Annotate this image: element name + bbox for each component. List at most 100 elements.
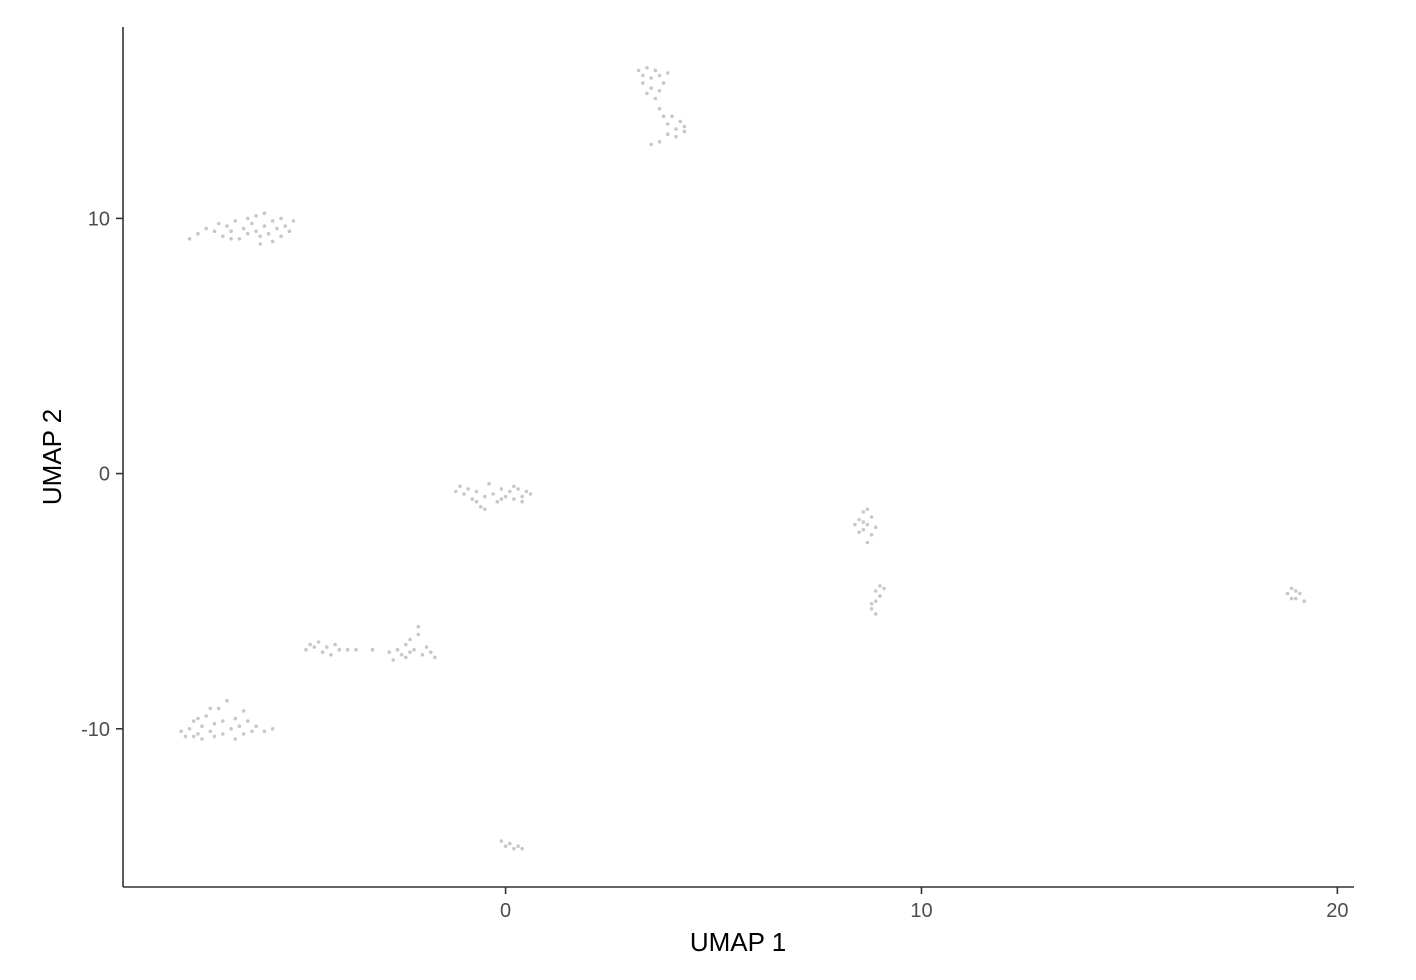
data-point [458,484,462,489]
data-point [453,489,458,494]
data-point [246,216,250,221]
data-point [283,224,288,228]
x-tick-label: 10 [910,900,932,922]
data-point [666,71,670,75]
data-point [187,727,192,731]
data-point [503,844,508,848]
data-point [433,655,437,660]
data-point [404,655,408,660]
data-point [474,499,479,504]
data-point [873,589,878,593]
data-point [1302,599,1306,603]
data-point [229,727,233,731]
data-point [869,533,874,537]
data-point [241,226,246,231]
data-point [354,647,358,652]
data-point [503,494,508,499]
data-point [869,607,874,611]
data-point [304,647,308,652]
data-point [191,719,196,723]
data-point [316,640,321,644]
data-point [653,68,658,73]
data-point [216,221,221,226]
data-point [682,129,687,134]
data-point [416,624,421,629]
data-point [678,119,683,124]
data-point [520,499,524,504]
data-point [645,91,649,96]
data-point [221,719,225,723]
data-point [641,73,645,78]
data-point [229,229,233,233]
data-point [333,642,337,647]
data-point [408,637,412,642]
data-point [429,650,433,654]
data-point [196,716,200,721]
data-point [499,487,504,491]
data-point [237,237,242,241]
data-point [399,653,404,657]
data-point [320,650,325,654]
data-point [682,124,687,129]
data-point [865,507,870,512]
data-point [512,497,516,501]
data-point [1289,596,1294,601]
data-point [196,732,200,736]
data-point [873,612,878,616]
data-point [416,632,421,637]
data-point [520,846,524,851]
data-point [337,647,342,652]
data-point [254,214,258,218]
data-point [674,134,678,139]
data-point [653,96,658,101]
data-point [524,489,529,494]
data-point [499,839,504,843]
y-tick-label: 0 [99,464,110,486]
data-point [250,221,254,226]
data-point [254,724,258,728]
data-point [491,492,495,496]
data-point [466,487,471,491]
data-point [412,647,416,652]
data-point [520,494,524,499]
data-point [395,647,400,652]
data-point [499,497,504,501]
data-point [270,727,275,731]
data-point [495,499,500,504]
data-point [424,645,429,649]
data-point [869,515,874,519]
scatter-points [179,66,1306,851]
data-point [661,81,666,85]
data-point [250,729,254,734]
data-point [636,68,641,73]
data-point [878,594,882,598]
data-point [187,237,192,241]
data-point [861,520,866,524]
data-point [657,106,662,111]
data-point [641,81,645,85]
data-point [370,647,375,652]
data-point [262,224,267,228]
data-point [645,66,649,70]
data-point [857,530,861,535]
data-point [1289,586,1294,591]
data-point [657,140,662,144]
data-point [666,132,670,136]
data-point [516,487,520,491]
data-point [204,714,208,718]
data-point [275,226,279,231]
data-point [674,127,678,131]
data-point [865,522,870,527]
data-point [216,706,221,711]
data-point [225,698,229,703]
data-point [404,642,408,647]
data-point [233,737,238,741]
data-point [861,527,866,532]
data-point [291,219,296,223]
data-point [861,510,866,514]
data-point [196,231,200,236]
data-point [221,234,225,239]
data-point [657,89,662,93]
data-point [508,841,512,846]
